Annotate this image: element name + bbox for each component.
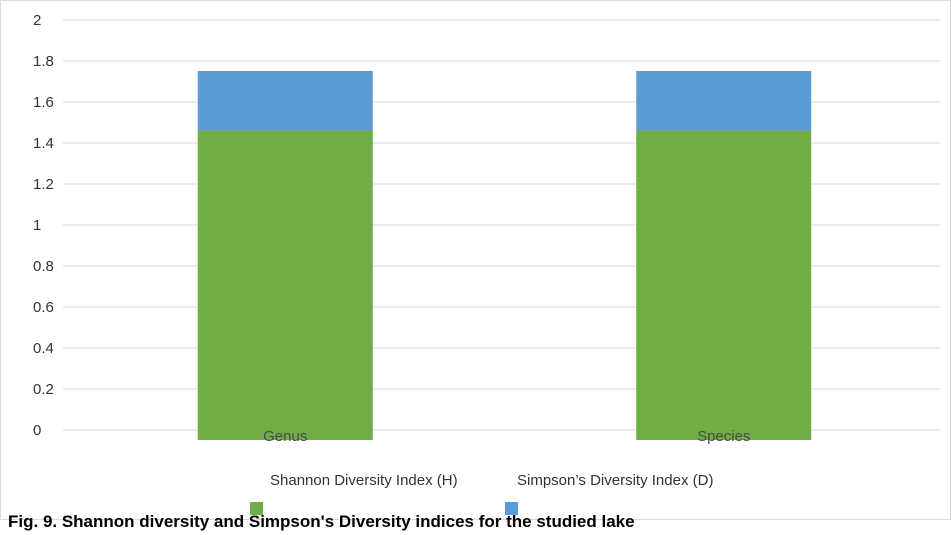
y-tick-label: 0.4 — [33, 340, 54, 357]
legend: Shannon Diversity Index (H) Simpson’s Div… — [250, 472, 713, 515]
y-axis-tick-labels: 0 0.2 0.4 0.6 0.8 1 1.2 1.4 1.6 1.8 2 — [33, 12, 54, 439]
y-tick-label: 1.8 — [33, 53, 54, 70]
y-tick-label: 0.8 — [33, 258, 54, 275]
y-tick-label: 0.2 — [33, 381, 54, 398]
y-tick-label: 0.6 — [33, 299, 54, 316]
bar-genus-series-2 — [197, 71, 373, 131]
figure-caption: Fig. 9. Shannon diversity and Simpson's … — [8, 512, 635, 531]
legend-swatch — [505, 502, 518, 515]
y-tick-label: 1.2 — [33, 176, 54, 193]
x-category-label: Genus — [263, 428, 307, 445]
y-tick-label: 2 — [33, 12, 41, 29]
y-tick-label: 1.6 — [33, 94, 54, 111]
bar-species-series-2 — [636, 71, 812, 131]
bar-species-series-1 — [636, 130, 812, 440]
x-category-label: Species — [697, 428, 750, 445]
chart: 0 0.2 0.4 0.6 0.8 1 1.2 1.4 1.6 1.8 2 Genus Species… — [0, 0, 951, 520]
legend-swatch — [250, 502, 263, 515]
bar-genus-series-1 — [197, 130, 373, 440]
legend-label: Simpson’s Diversity Index (D) — [517, 472, 713, 489]
y-tick-label: 1 — [33, 217, 41, 234]
y-tick-label: 1.4 — [33, 135, 54, 152]
x-axis-category-labels: Genus Species — [263, 428, 750, 445]
y-tick-label: 0 — [33, 422, 41, 439]
legend-label: Shannon Diversity Index (H) — [270, 472, 458, 489]
bars — [197, 71, 812, 440]
